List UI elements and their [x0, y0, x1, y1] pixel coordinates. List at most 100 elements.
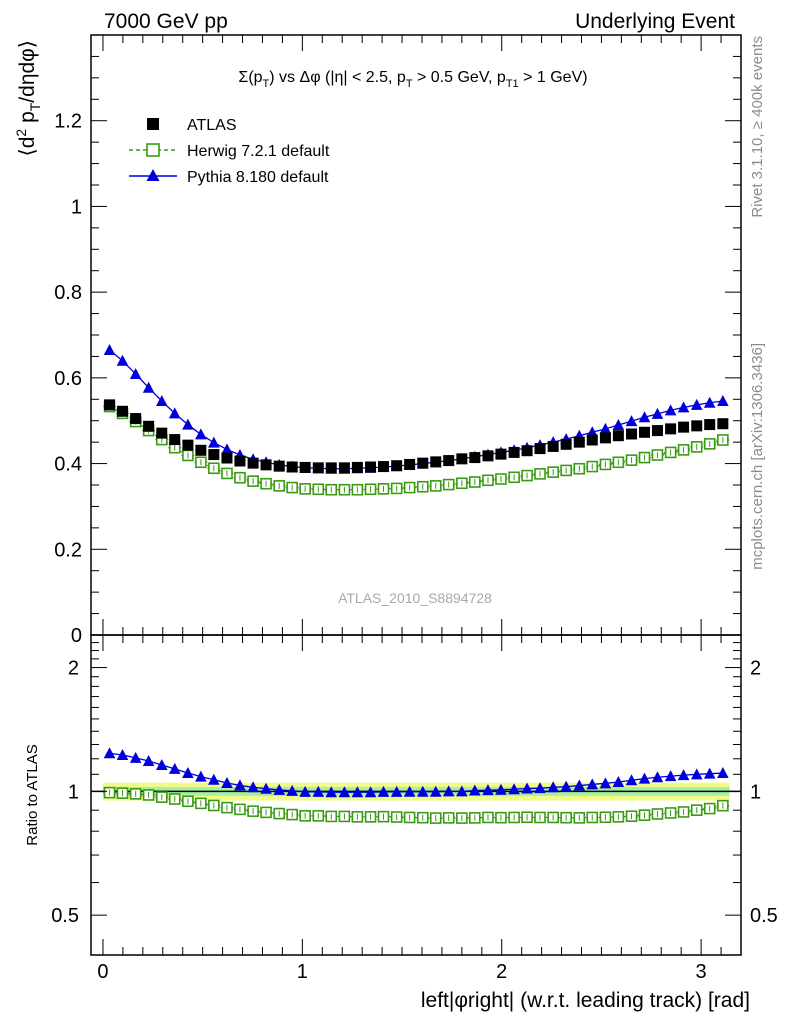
ratio-pythia-marker: [599, 777, 612, 789]
x-tick-label: 2: [496, 961, 507, 983]
ratio-pythia-marker: [717, 767, 729, 779]
x-tick-label: 1: [297, 961, 308, 983]
ratio-y-tick-label: 2: [68, 658, 79, 680]
atlas-marker: [365, 461, 377, 473]
ratio-y-axis-label: Ratio to ATLAS: [24, 744, 41, 845]
ratio-pythia-marker: [586, 778, 599, 790]
legend-label-herwig: Herwig 7.2.1 default: [187, 143, 330, 160]
pythia-marker: [208, 436, 220, 448]
legend-label-pythia: Pythia 8.180 default: [187, 169, 329, 186]
ratio-pythia-marker: [208, 773, 220, 785]
atlas-marker: [717, 418, 729, 430]
atlas-marker: [338, 462, 350, 474]
ratio-panel: 0 1 2 3 0.5 0.5 1 1 2 2 Ratio to ATLAS: [24, 634, 778, 983]
chart-title: Σ(pT) vs Δφ (|η| < 2.5, pT > 0.5 GeV, pT…: [238, 69, 587, 90]
atlas-marker: [547, 440, 559, 452]
ratio-pythia-marker: [508, 783, 520, 795]
pythia-marker: [690, 398, 703, 410]
ratio-panel-frame: [90, 634, 742, 956]
main-y-tick-label: 0.6: [54, 368, 82, 390]
atlas-marker: [638, 426, 650, 438]
pythia-marker: [182, 418, 194, 430]
main-y-tick-label: 1.2: [54, 111, 82, 133]
ratio-pythia-marker: [377, 785, 390, 797]
legend-entry-atlas: ATLAS: [147, 117, 237, 134]
ratio-pythia-marker: [521, 782, 533, 794]
atlas-marker: [117, 405, 129, 417]
main-y-tick-label: 0.2: [54, 539, 82, 561]
ratio-pythia-marker: [638, 772, 651, 784]
x-tick-label: 0: [97, 961, 108, 983]
atlas-marker: [430, 456, 442, 468]
atlas-marker: [495, 448, 507, 460]
atlas-marker: [273, 460, 285, 472]
ratio-pythia-marker: [534, 782, 546, 794]
ratio-pythia-marker: [286, 784, 298, 796]
main-y-tick-label: 1: [71, 196, 82, 218]
ratio-y-tick-label-right: 1: [750, 781, 761, 803]
ratio-y-tick-label-right: 2: [750, 658, 761, 680]
legend-marker-pythia: [146, 169, 160, 181]
atlas-marker: [195, 444, 207, 456]
pythia-marker: [142, 381, 155, 393]
legend-label-atlas: ATLAS: [187, 117, 237, 134]
ratio-pythia-marker: [403, 785, 416, 797]
atlas-marker: [586, 434, 598, 446]
ratio-pythia-marker: [312, 785, 325, 797]
ratio-pythia-marker: [247, 781, 259, 793]
pythia-marker: [612, 419, 625, 430]
ratio-pythia-marker: [495, 783, 507, 795]
ratio-pythia-marker: [690, 768, 703, 780]
main-y-tick-label: 0.8: [54, 282, 82, 304]
atlas-marker: [169, 434, 181, 446]
atlas-marker: [312, 462, 324, 474]
main-y-tick-label: 0: [71, 625, 82, 647]
ratio-pythia-marker: [260, 782, 272, 794]
atlas-marker: [221, 452, 233, 464]
ratio-pythia-marker: [625, 774, 638, 786]
legend-marker-atlas: [147, 118, 159, 130]
ratio-pythia-marker: [560, 780, 572, 792]
ratio-pythia-marker: [103, 747, 116, 759]
pythia-marker: [677, 401, 690, 413]
mcplots-reference-label: mcplots.cern.ch [arXiv:1306.3436]: [749, 343, 766, 570]
ratio-pythia-marker: [299, 785, 311, 797]
y-axis-label: ⟨d2 pT/dηdφ⟩: [13, 40, 43, 156]
ratio-pythia-marker: [390, 785, 403, 797]
ratio-pythia-marker: [651, 771, 664, 783]
atlas-marker: [560, 438, 572, 450]
ratio-pythia-marker: [168, 762, 181, 774]
ratio-pythia-marker: [703, 767, 716, 779]
ratio-pythia-marker: [416, 785, 429, 797]
pythia-marker: [638, 411, 651, 423]
ratio-pythia-marker: [442, 785, 455, 797]
atlas-marker: [704, 419, 716, 431]
atlas-marker: [651, 425, 663, 437]
atlas-marker: [234, 455, 246, 467]
ratio-pythia-marker: [129, 751, 142, 763]
header-collision-label: 7000 GeV pp: [104, 10, 228, 33]
atlas-marker: [130, 413, 142, 425]
atlas-marker: [208, 449, 220, 461]
main-panel: 0 0.2 0.4 0.6 0.8 1 1.2 Σ(pT) vs Δφ (|η| < 2.5…: [13, 34, 742, 647]
pythia-marker: [221, 443, 233, 455]
atlas-marker: [508, 446, 520, 458]
atlas-marker: [104, 399, 116, 411]
ratio-pythia-marker: [573, 779, 586, 791]
x-tick-label: 3: [696, 961, 707, 983]
atlas-marker: [665, 423, 677, 435]
atlas-marker: [143, 420, 155, 432]
ratio-y-tick-label-right: 0.5: [750, 905, 778, 927]
pythia-marker: [703, 396, 716, 408]
atlas-marker: [691, 420, 703, 432]
atlas-marker: [299, 461, 311, 473]
legend-entry-pythia: Pythia 8.180 default: [129, 169, 329, 186]
x-axis-label: left|φright| (w.r.t. leading track) [rad…: [421, 989, 750, 1012]
pythia-marker: [168, 407, 181, 419]
pythia-marker: [103, 344, 116, 355]
ratio-pythia-marker: [195, 770, 207, 782]
main-y-tick-label: 0.4: [54, 454, 82, 476]
atlas-marker: [404, 458, 416, 470]
atlas-marker: [260, 459, 272, 471]
